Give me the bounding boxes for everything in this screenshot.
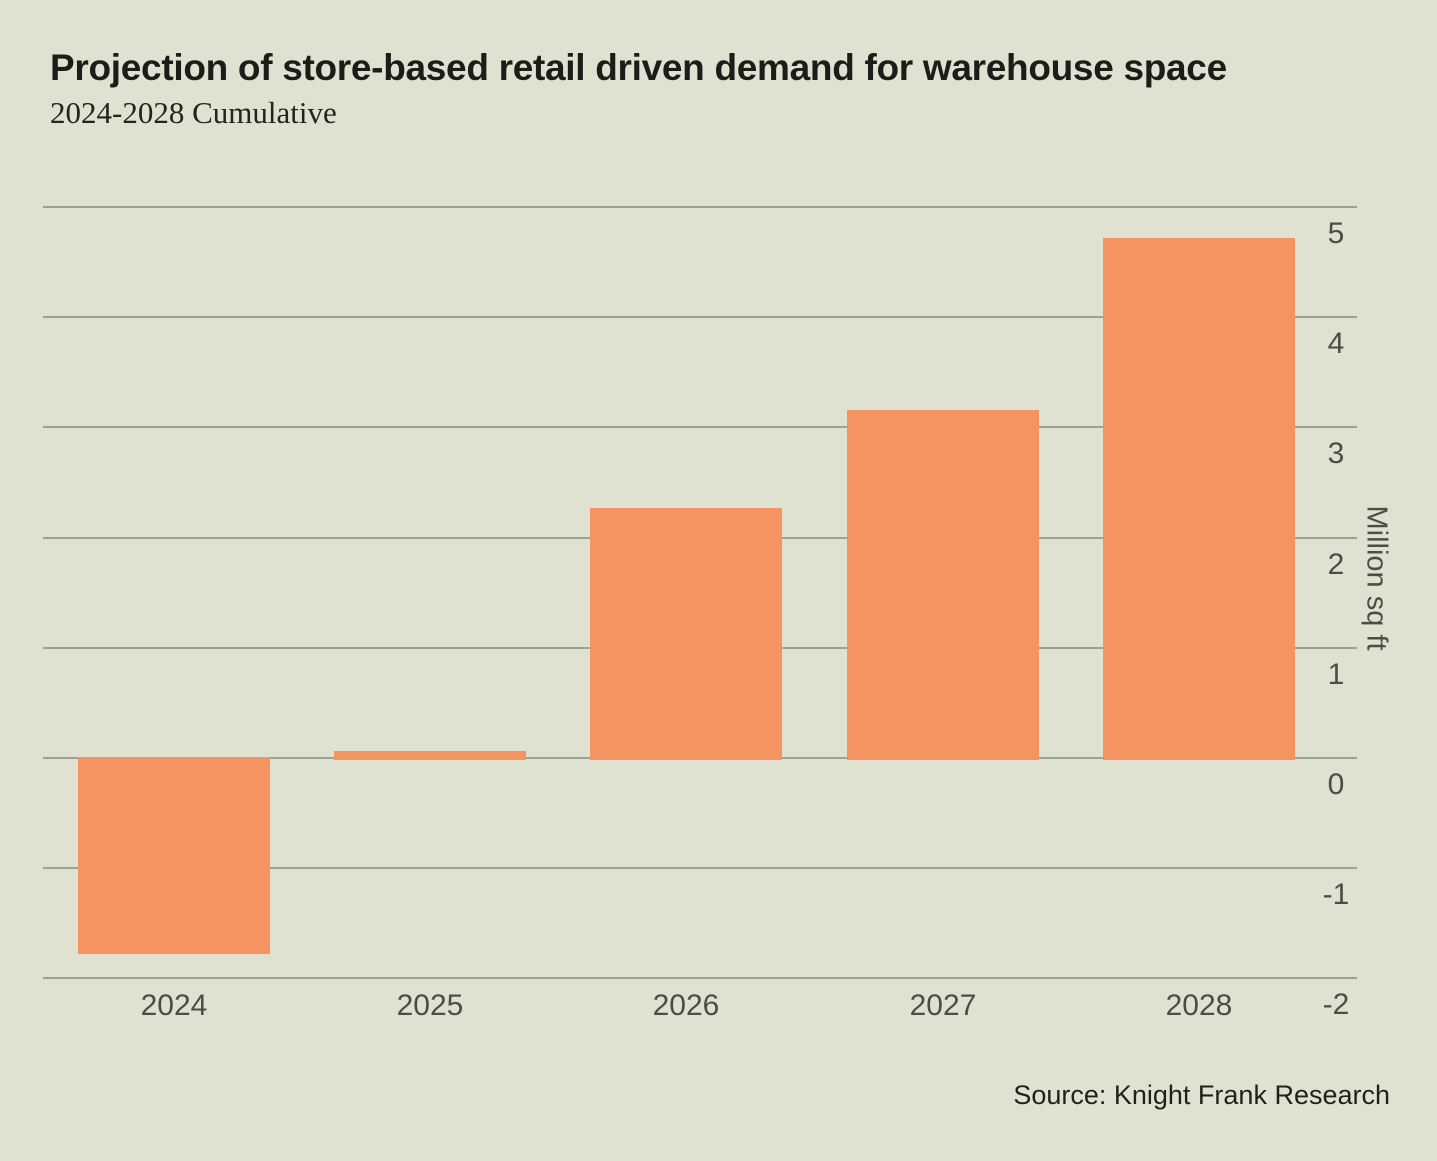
bar-2027 bbox=[847, 409, 1039, 760]
source-note: Source: Knight Frank Research bbox=[1013, 1080, 1390, 1110]
chart-subtitle: 2024-2028 Cumulative bbox=[50, 95, 337, 130]
bar-2026 bbox=[590, 507, 782, 760]
x-tick-label-2028: 2028 bbox=[1165, 989, 1233, 1022]
y-tick-label--1: -1 bbox=[1322, 878, 1350, 912]
bar-2028 bbox=[1103, 237, 1295, 760]
gridline--1 bbox=[43, 867, 1357, 870]
y-tick-label-3: 3 bbox=[1327, 437, 1345, 471]
chart-title: Projection of store-based retail driven … bbox=[50, 47, 1227, 88]
y-tick-label-0: 0 bbox=[1327, 768, 1345, 801]
x-tick-label-2024: 2024 bbox=[140, 989, 208, 1022]
y-axis-title: Million sq ft bbox=[1360, 505, 1393, 651]
gridline-3 bbox=[43, 426, 1357, 429]
bar-2025 bbox=[334, 751, 526, 760]
y-tick-label-4: 4 bbox=[1327, 327, 1345, 361]
bar-2024 bbox=[78, 757, 270, 955]
x-tick-label-2026: 2026 bbox=[652, 989, 720, 1022]
y-tick-label--2: -2 bbox=[1322, 988, 1350, 1022]
x-tick-label-2027: 2027 bbox=[909, 989, 977, 1022]
gridline-4 bbox=[43, 316, 1357, 319]
gridline--2 bbox=[43, 977, 1357, 980]
y-tick-label-5: 5 bbox=[1327, 217, 1345, 250]
x-tick-label-2025: 2025 bbox=[396, 989, 464, 1022]
y-tick-label-2: 2 bbox=[1327, 547, 1345, 581]
y-tick-label-1: 1 bbox=[1327, 657, 1345, 691]
gridline-5 bbox=[43, 206, 1357, 208]
